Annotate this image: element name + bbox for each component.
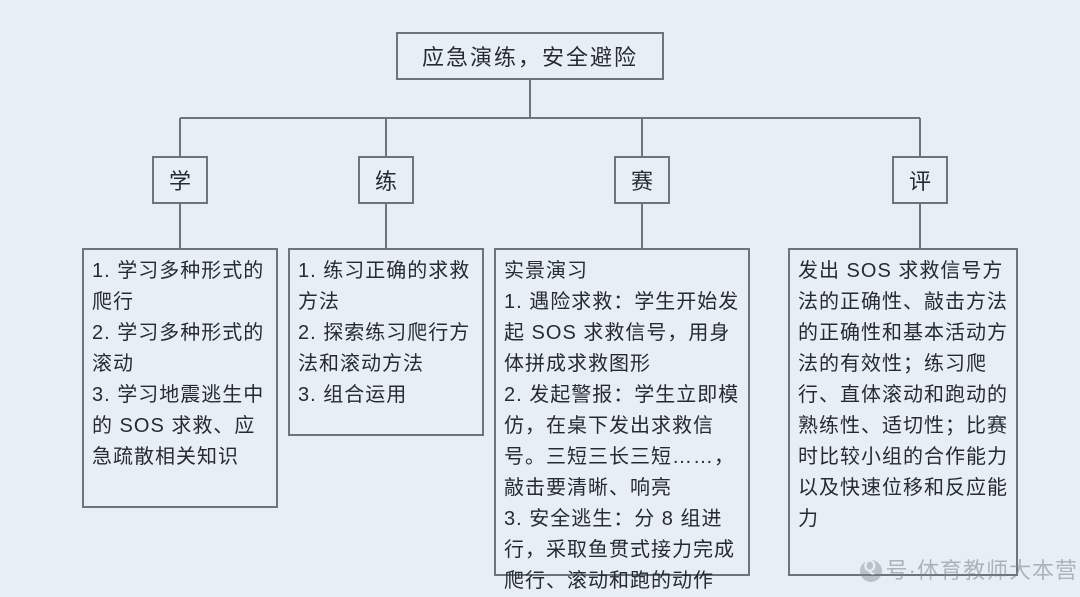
node-label: 练	[375, 164, 397, 196]
node-practice: 练	[358, 156, 414, 204]
leaf-text: 1. 学习多种形式的爬行 2. 学习多种形式的滚动 3. 学习地震逃生中的 SO…	[92, 256, 268, 473]
leaf-compete: 实景演习 1. 遇险求救：学生开始发起 SOS 求救信号，用身体拼成求救图形 2…	[494, 248, 750, 576]
leaf-text: 1. 练习正确的求救方法 2. 探索练习爬行方法和滚动方法 3. 组合运用	[298, 256, 474, 411]
leaf-evaluate: 发出 SOS 求救信号方法的正确性、敲击方法的正确性和基本活动方法的有效性；练习…	[788, 248, 1018, 576]
leaf-practice: 1. 练习正确的求救方法 2. 探索练习爬行方法和滚动方法 3. 组合运用	[288, 248, 484, 436]
node-compete: 赛	[614, 156, 670, 204]
node-label: 赛	[631, 164, 653, 196]
node-label: 评	[909, 164, 931, 196]
root-label: 应急演练，安全避险	[422, 40, 638, 72]
leaf-learn: 1. 学习多种形式的爬行 2. 学习多种形式的滚动 3. 学习地震逃生中的 SO…	[82, 248, 278, 508]
node-learn: 学	[152, 156, 208, 204]
node-evaluate: 评	[892, 156, 948, 204]
leaf-text: 实景演习 1. 遇险求救：学生开始发起 SOS 求救信号，用身体拼成求救图形 2…	[504, 256, 740, 597]
node-label: 学	[169, 164, 191, 196]
leaf-text: 发出 SOS 求救信号方法的正确性、敲击方法的正确性和基本活动方法的有效性；练习…	[798, 256, 1008, 535]
root-node: 应急演练，安全避险	[396, 32, 664, 80]
